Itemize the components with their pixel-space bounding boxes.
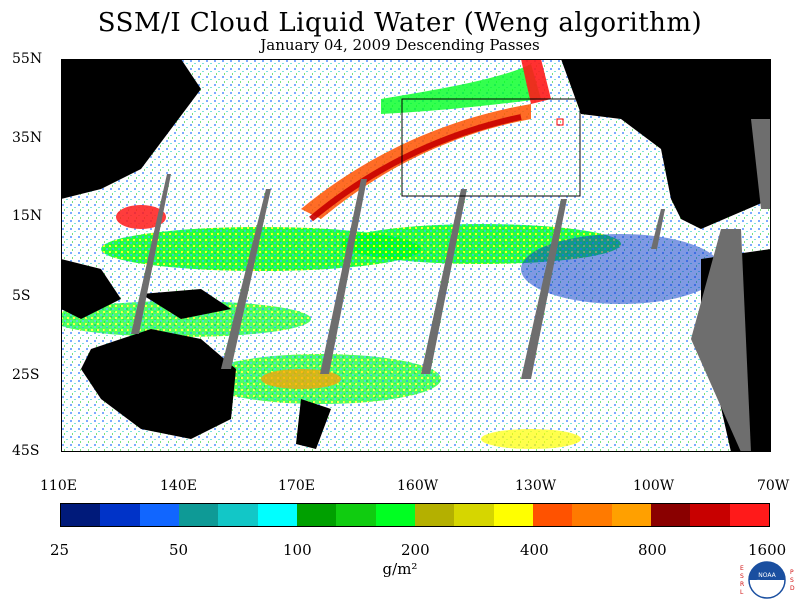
- colorbar-segment: [257, 504, 297, 526]
- colorbar-segment: [100, 504, 140, 526]
- lat-label-45s: 45S: [12, 443, 40, 459]
- colorbar-segment: [611, 504, 651, 526]
- colorbar-segment: [532, 504, 573, 526]
- lon-label-170e: 170E: [278, 478, 315, 494]
- lat-label-55n: 55N: [12, 51, 43, 67]
- colorbar-label-1600: 1600: [748, 541, 787, 559]
- lon-label-140e: 140E: [160, 478, 197, 494]
- lon-label-160w: 160W: [397, 478, 439, 494]
- map-subtitle: January 04, 2009 Descending Passes: [260, 36, 540, 54]
- map-frame: [61, 59, 771, 452]
- red-marker: [556, 118, 564, 126]
- colorbar-segment: [650, 504, 691, 526]
- colorbar-segment: [375, 504, 415, 526]
- lat-label-35n: 35N: [12, 130, 43, 146]
- svg-text:L: L: [740, 589, 744, 596]
- colorbar-label-400: 400: [520, 541, 549, 559]
- svg-text:P: P: [790, 569, 794, 576]
- svg-text:E: E: [740, 565, 744, 572]
- map-title: SSM/I Cloud Liquid Water (Weng algorithm…: [97, 8, 703, 38]
- colorbar-segment: [690, 504, 730, 526]
- colorbar-segment: [493, 504, 533, 526]
- colorbar-segment: [414, 504, 455, 526]
- lon-label-130w: 130W: [515, 478, 557, 494]
- colorbar-label-200: 200: [401, 541, 430, 559]
- colorbar-segment: [178, 504, 219, 526]
- svg-text:S: S: [740, 573, 744, 580]
- noaa-logo: NOAA E S R L P S D: [740, 561, 795, 599]
- colorbar-segment: [454, 504, 494, 526]
- colorbar-segment: [296, 504, 337, 526]
- colorbar-segment: [336, 504, 376, 526]
- lat-label-5s: 5S: [12, 288, 31, 304]
- colorbar-segment: [218, 504, 258, 526]
- units-label: g/m²: [382, 560, 418, 578]
- lon-label-70w: 70W: [757, 478, 790, 494]
- svg-text:D: D: [790, 585, 795, 592]
- lat-label-25s: 25S: [12, 367, 40, 383]
- colorbar: [60, 503, 770, 527]
- svg-text:NOAA: NOAA: [758, 572, 776, 579]
- svg-text:S: S: [790, 577, 794, 584]
- lat-label-15n: 15N: [12, 208, 43, 224]
- lon-label-110e: 110E: [40, 478, 77, 494]
- inset-region-box: [401, 98, 581, 197]
- lon-label-100w: 100W: [633, 478, 675, 494]
- svg-text:R: R: [740, 581, 744, 588]
- colorbar-label-100: 100: [283, 541, 312, 559]
- colorbar-segment: [139, 504, 179, 526]
- colorbar-segment: [572, 504, 612, 526]
- colorbar-label-800: 800: [638, 541, 667, 559]
- cloud-water-map: [61, 59, 771, 452]
- colorbar-segment: [729, 504, 769, 526]
- colorbar-segment: [61, 504, 101, 526]
- colorbar-label-50: 50: [169, 541, 189, 559]
- no-data-swaths: [131, 119, 771, 452]
- colorbar-label-25: 25: [50, 541, 70, 559]
